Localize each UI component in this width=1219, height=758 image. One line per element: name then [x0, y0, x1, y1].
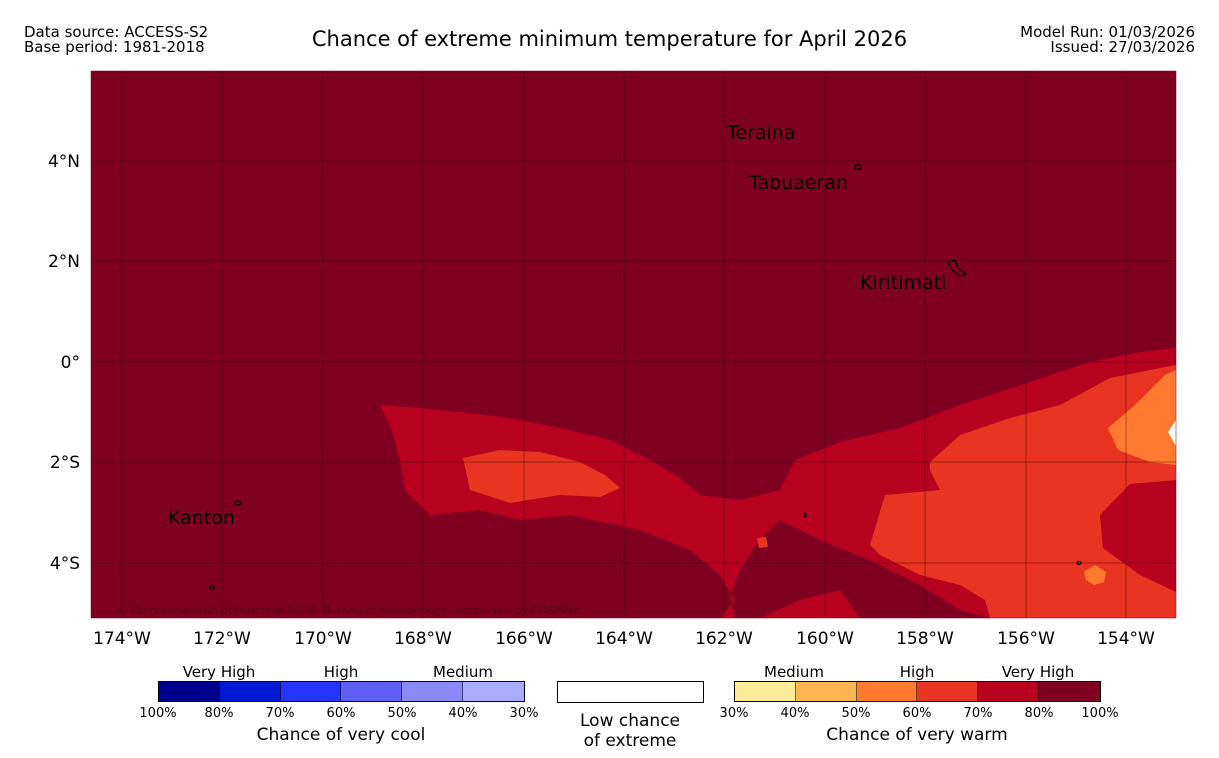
latitude-axis: 4°N 2°N 0° 2°S 4°S	[48, 152, 80, 574]
lon-tick: 170°W	[294, 629, 352, 649]
lon-tick: 174°W	[93, 629, 151, 649]
legend-cool-swatch-4	[402, 682, 464, 701]
legend-low-chance-line2: of extreme	[583, 731, 677, 751]
legend-warm-pct: 50%	[841, 706, 871, 721]
zone-low-chance	[1168, 420, 1176, 446]
lat-tick: 0°	[61, 353, 80, 373]
base-period-label: Base period: 1981-2018	[24, 38, 205, 56]
legend-cool-swatch-1	[219, 682, 281, 701]
place-label-kanton: Kanton	[168, 507, 235, 529]
legend-warm-swatch-4	[978, 682, 1040, 701]
issued-label: Issued: 27/03/2026	[1050, 38, 1195, 56]
lon-tick: 166°W	[495, 629, 553, 649]
legend-cool-pct: 60%	[326, 706, 356, 721]
longitude-axis: 174°W 172°W 170°W 168°W 166°W 164°W 162°…	[93, 629, 1155, 649]
zone-high-60-70-spot	[757, 537, 768, 548]
legend-warm-colorbar	[734, 681, 1101, 702]
copyright-credit: © Commonwealth of Australia 2026, Bureau…	[117, 604, 580, 617]
place-label-kiritimati: Kiritimati	[860, 272, 946, 294]
lon-tick: 158°W	[896, 629, 954, 649]
legend-warm-pct: 100%	[1081, 706, 1119, 721]
zone-high-60-70-west	[463, 450, 620, 503]
legend-cool-caption: Chance of very cool	[256, 725, 426, 745]
lon-tick: 154°W	[1097, 629, 1155, 649]
legend-cool-pct: 40%	[448, 706, 478, 721]
legend-warm-swatch-5	[1039, 682, 1100, 701]
place-label-tabuaeran: Tabuaeran	[748, 172, 848, 194]
legend-cool-swatch-0	[159, 682, 220, 701]
legend-warm-pct: 70%	[963, 706, 993, 721]
map-title: Chance of extreme minimum temperature fo…	[311, 27, 908, 51]
legend-warm-very-high: Very High	[1001, 663, 1075, 681]
lat-tick: 2°S	[50, 453, 80, 473]
zone-high-60-70-east	[870, 365, 1176, 618]
legend-warm-pct: 40%	[780, 706, 810, 721]
zone-medium-50-60	[1108, 370, 1176, 465]
place-label-teraina: Teraina	[726, 122, 796, 144]
legend-warm-swatch-0	[735, 682, 796, 701]
island-outlines	[208, 163, 1082, 591]
legend-warm-pct: 80%	[1024, 706, 1054, 721]
lon-tick: 160°W	[796, 629, 854, 649]
lon-tick: 168°W	[394, 629, 452, 649]
legend-low-chance-caption: Low chance of extreme	[555, 711, 705, 751]
legend-cool-colorbar	[158, 681, 525, 702]
legend-cool-swatch-5	[463, 682, 524, 701]
legend-warm-swatch-2	[856, 682, 918, 701]
legend-cool-medium: Medium	[433, 663, 493, 681]
map-gridlines	[91, 71, 1176, 618]
legend-cool-pct: 50%	[387, 706, 417, 721]
lat-tick: 4°N	[48, 152, 80, 172]
legend-cool-pct: 100%	[139, 706, 177, 721]
lon-tick: 162°W	[695, 629, 753, 649]
legend-warm-high: High	[899, 663, 935, 681]
legend-warm-swatch-3	[917, 682, 979, 701]
legend-cool-high: High	[323, 663, 359, 681]
legend-cool-swatch-2	[280, 682, 342, 701]
lat-tick: 2°N	[48, 252, 80, 272]
zone-high-70-80-pocket	[1100, 482, 1176, 592]
map-frame	[90, 70, 1177, 619]
lon-tick: 156°W	[997, 629, 1055, 649]
data-source-label: Data source: ACCESS-S2	[24, 23, 209, 41]
model-run-label: Model Run: 01/03/2026	[1020, 23, 1195, 41]
legend-cool-swatch-3	[341, 682, 403, 701]
lon-tick: 164°W	[595, 629, 653, 649]
legend-warm-swatch-1	[795, 682, 857, 701]
legend-warm-medium: Medium	[764, 663, 824, 681]
legend-warm-pct: 30%	[719, 706, 749, 721]
legend-cool-pct: 80%	[204, 706, 234, 721]
lon-tick: 172°W	[193, 629, 251, 649]
legend-low-chance-swatch	[557, 681, 704, 703]
legend-warm-caption: Chance of very warm	[826, 725, 1008, 745]
lat-tick: 4°S	[50, 554, 80, 574]
legend-cool-very-high: Very High	[182, 663, 256, 681]
map-area: Teraina Tabuaeran Kiritimati Kanton © Co…	[91, 71, 1176, 618]
legend-warm-pct: 60%	[902, 706, 932, 721]
legend-cool-pct: 30%	[509, 706, 539, 721]
legend-cool-pct: 70%	[265, 706, 295, 721]
legend-low-chance-line1: Low chance	[580, 711, 680, 731]
zone-medium-50-60-small	[1084, 565, 1106, 585]
